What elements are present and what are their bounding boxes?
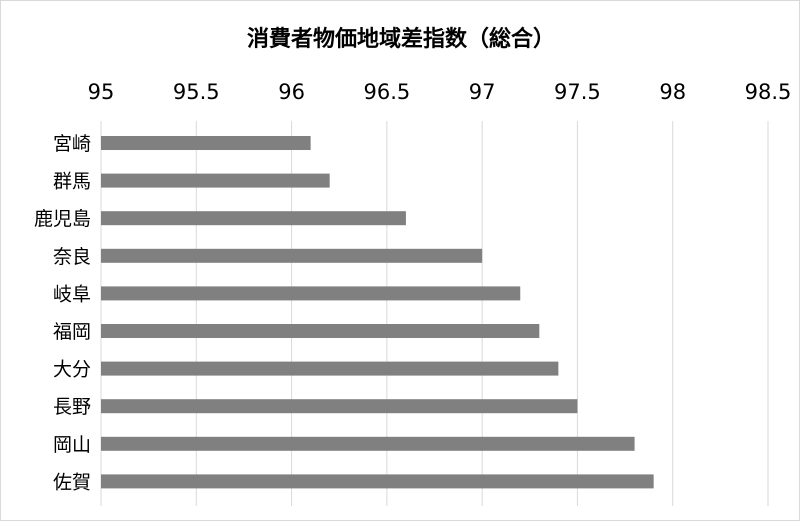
x-tick-label: 96 [278,80,305,104]
x-tick-label: 98.5 [745,80,792,104]
bar [101,399,578,414]
x-tick-label: 97.5 [554,80,601,104]
category-label: 大分 [53,359,91,381]
x-axis-ticks: 95 95.5 96 96.5 97 97.5 98 98.5 [88,80,792,104]
category-label: 岐阜 [53,283,91,305]
category-label: 佐賀 [53,471,91,493]
category-label: 岡山 [53,434,91,456]
bar [101,211,406,226]
bar [101,173,330,188]
x-tick-label: 97 [469,80,496,104]
category-label: 長野 [53,396,91,418]
bar [101,474,654,489]
x-tick-label: 98 [659,80,686,104]
bars [101,136,654,489]
bar [101,361,559,376]
category-label: 福岡 [53,321,91,343]
category-label: 宮崎 [53,133,91,155]
bar [101,136,311,150]
x-tick-label: 96.5 [363,80,410,104]
category-label: 奈良 [53,246,91,268]
x-tick-label: 95.5 [173,80,220,104]
category-label: 群馬 [53,171,91,193]
bar [101,324,540,338]
category-label: 鹿児島 [34,208,91,230]
bar [101,248,483,263]
bar [101,286,521,301]
chart-title: 消費者物価地域差指数（総合） [246,27,555,52]
bar [101,436,635,451]
x-tick-label: 95 [88,80,115,104]
